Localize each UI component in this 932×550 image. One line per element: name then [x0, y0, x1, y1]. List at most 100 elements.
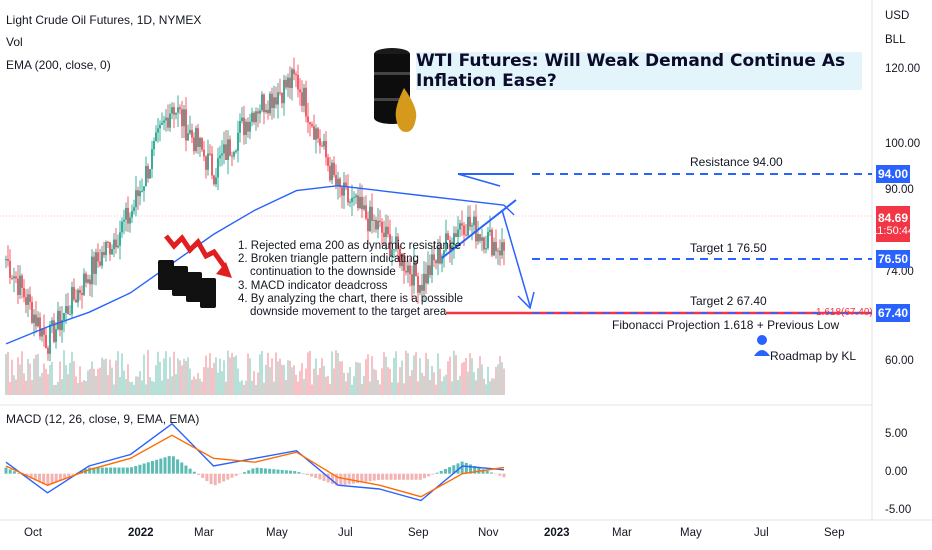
candle-body	[351, 197, 353, 202]
volume-bar	[347, 372, 349, 395]
volume-bar	[183, 358, 185, 395]
candle-body	[27, 294, 29, 305]
candle-body	[323, 140, 325, 147]
macd-histogram-bar	[67, 473, 71, 477]
candle-body	[295, 74, 297, 76]
candle-body	[189, 130, 191, 134]
volume-bar	[159, 361, 161, 395]
volume-bar	[461, 362, 463, 395]
volume-bar	[257, 372, 259, 395]
volume-bar	[153, 381, 155, 395]
macd-histogram-bar	[188, 468, 192, 474]
candle-body	[211, 153, 213, 176]
macd-histogram-bar	[460, 461, 464, 474]
volume-bar	[399, 367, 401, 395]
volume-bar	[423, 375, 425, 395]
macd-histogram-bar	[4, 467, 8, 474]
candle-body	[141, 190, 143, 192]
volume-bar	[97, 368, 99, 395]
volume-bar	[463, 361, 465, 395]
macd-histogram-bar	[121, 467, 125, 474]
volume-bar	[201, 381, 203, 395]
volume-bar	[333, 368, 335, 395]
candle-body	[503, 242, 505, 251]
volume-bar	[409, 376, 411, 395]
volume-bar	[245, 380, 247, 395]
macd-title: MACD (12, 26, close, 9, EMA, EMA)	[6, 412, 200, 426]
volume-bar	[341, 361, 343, 395]
target1-price-badge: 76.50	[876, 250, 910, 268]
macd-histogram-bar	[439, 470, 443, 474]
candle-body	[123, 219, 125, 222]
macd-histogram-bar	[356, 473, 360, 484]
candle-body	[461, 223, 463, 226]
candle-body	[487, 231, 489, 249]
candle-body	[205, 156, 207, 170]
candle-body	[345, 182, 347, 187]
volume-bar	[431, 365, 433, 395]
macd-histogram-bar	[251, 468, 255, 474]
volume-bar	[253, 371, 255, 395]
fib-label: Fibonacci Projection 1.618 + Previous Lo…	[612, 318, 840, 332]
macd-histogram-bar	[100, 467, 104, 474]
candle-body	[33, 314, 35, 323]
volume-bar	[319, 367, 321, 395]
candle-body	[495, 242, 497, 252]
volume-bar	[137, 376, 139, 395]
volume-bar	[145, 384, 147, 395]
candle-body	[441, 255, 443, 264]
user-icon	[754, 335, 770, 356]
volume-bar	[329, 384, 331, 395]
volume-bar	[241, 380, 243, 395]
candle-body	[231, 155, 233, 157]
volume-bar	[317, 374, 319, 395]
volume-bar	[339, 361, 341, 395]
volume-bar	[21, 351, 23, 395]
price-tick: 120.00	[885, 63, 921, 75]
candle-body	[203, 149, 205, 157]
volume-bar	[51, 361, 53, 395]
macd-histogram-bar	[96, 467, 100, 474]
macd-histogram-bar	[339, 473, 343, 486]
candle-body	[79, 290, 81, 294]
volume-bar	[5, 353, 7, 395]
volume-bar	[311, 384, 313, 395]
macd-histogram-bar	[155, 459, 159, 474]
volume-bar	[419, 358, 421, 395]
macd-histogram-bar	[309, 473, 313, 477]
candle-body	[195, 128, 197, 152]
macd-histogram-bar	[184, 465, 188, 474]
volume-bar	[413, 355, 415, 395]
macd-histogram-bar	[42, 473, 46, 485]
volume-bar	[209, 353, 211, 395]
macd-histogram-bar	[255, 467, 259, 474]
macd-histogram-bar	[238, 473, 242, 475]
volume-bar	[303, 378, 305, 395]
volume-bar	[467, 371, 469, 395]
volume-bar	[407, 353, 409, 395]
candle-body	[249, 121, 251, 132]
volume-bar	[427, 359, 429, 395]
volume-bar	[293, 365, 295, 395]
candle-body	[67, 306, 69, 315]
candle-body	[241, 117, 243, 122]
candle-body	[61, 320, 63, 331]
candle-body	[235, 150, 237, 153]
macd-histogram-bar	[418, 473, 422, 480]
volume-bar	[483, 378, 485, 395]
volume-bar	[199, 378, 201, 395]
candle-body	[83, 273, 85, 295]
volume-bar	[415, 352, 417, 395]
macd-histogram-bar	[280, 469, 284, 474]
time-tick: Nov	[478, 527, 499, 539]
candle-body	[337, 178, 339, 186]
volume-bar	[161, 380, 163, 395]
volume-bar	[417, 381, 419, 395]
volume-bar	[11, 359, 13, 395]
volume-bar	[193, 376, 195, 395]
macd-histogram-bar	[125, 467, 129, 474]
candles	[5, 57, 505, 362]
candle-body	[93, 256, 95, 274]
macd-histogram-bar	[452, 465, 456, 474]
